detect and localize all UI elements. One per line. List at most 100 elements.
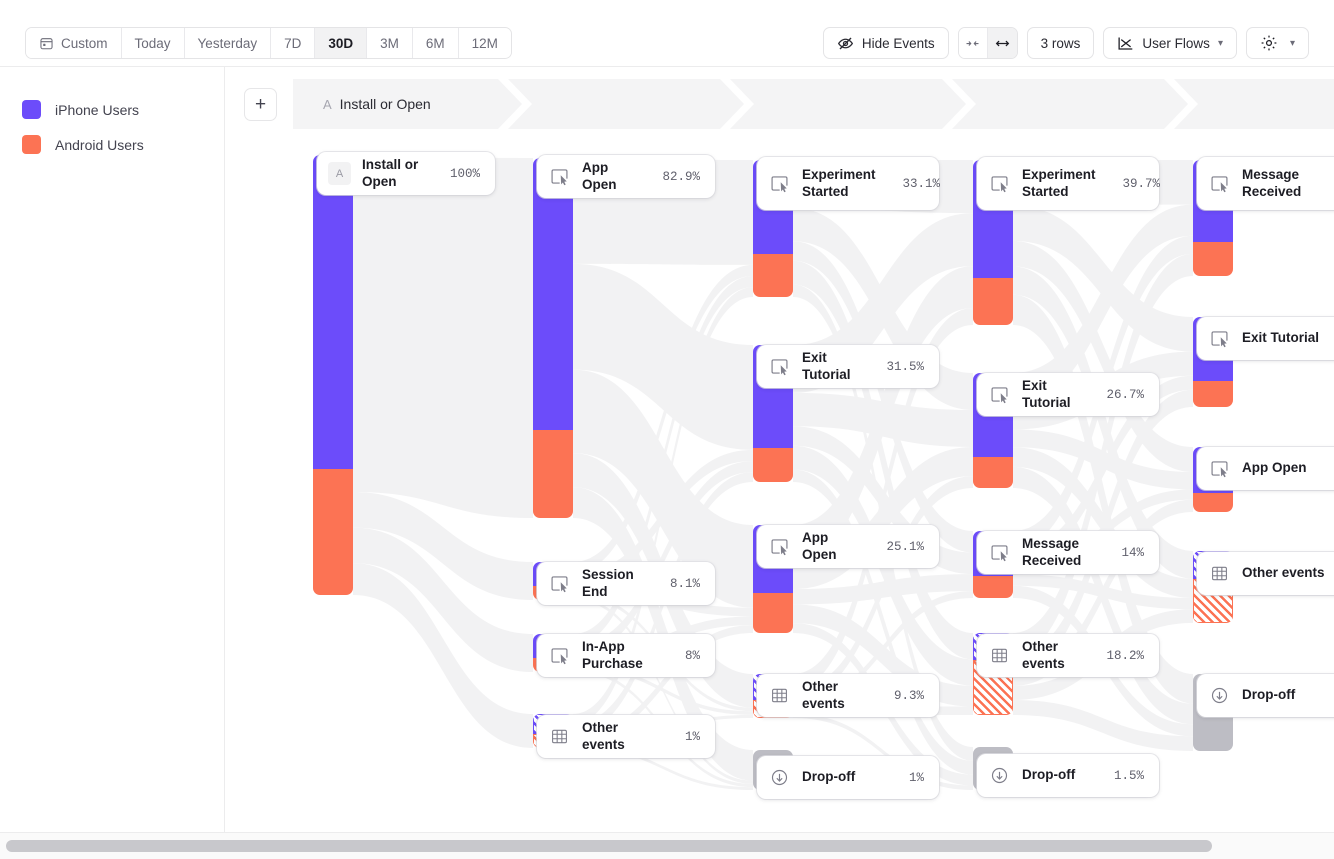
flow-ribbon (573, 263, 753, 450)
flow-node-card[interactable]: Experiment Started 39.7% (977, 157, 1161, 210)
legend-color-swatch (22, 100, 41, 119)
hide-events-button[interactable]: Hide Events (822, 27, 949, 59)
flow-node-label: Message Received (1242, 167, 1302, 199)
flow-node-card[interactable]: Exit Tutorial 26.7% (977, 373, 1159, 416)
flow-node-percentage: 39.7% (1122, 176, 1161, 191)
date-range-label: 7D (284, 35, 302, 51)
grid-icon (768, 684, 791, 707)
flow-ribbon (353, 155, 533, 518)
flow-ribbon (1013, 204, 1193, 405)
flow-ribbon (573, 745, 753, 790)
flow-node-card[interactable]: Exit Tutorial (1197, 317, 1334, 360)
legend-item-label: iPhone Users (55, 101, 140, 118)
rows-selector-button[interactable]: 3 rows (1026, 27, 1095, 59)
grid-icon (1208, 562, 1231, 585)
flow-node-card[interactable]: Message Received 14% (977, 531, 1159, 574)
scrollbar-thumb[interactable] (6, 840, 1212, 852)
letter-a-badge: A (328, 162, 351, 185)
collapse-horizontal-icon[interactable] (958, 28, 988, 58)
flow-node-card[interactable]: Drop-off (1197, 674, 1334, 717)
legend-item-iphone[interactable]: iPhone Users (22, 92, 144, 127)
flow-node-card[interactable]: Other events 18.2% (977, 634, 1159, 677)
breadcrumb-step-label: Install or Open (339, 96, 431, 112)
bar-segment-android (533, 430, 573, 518)
date-range-6m[interactable]: 6M (412, 28, 459, 58)
date-range-label: Yesterday (197, 35, 258, 51)
flow-ribbon (793, 591, 973, 707)
flow-node-card[interactable]: Other events 1% (537, 715, 715, 758)
flow-node-card[interactable]: Other events 9.3% (757, 674, 939, 717)
bar-segment-iphone (313, 155, 353, 469)
breadcrumb-step-1[interactable] (515, 79, 737, 129)
dropoff-icon (988, 764, 1011, 787)
flow-node-label: Exit Tutorial (802, 350, 851, 382)
flow-ribbon (573, 625, 753, 742)
flow-node-percentage: 26.7% (1106, 387, 1144, 402)
flow-node-label: Experiment Started (1022, 167, 1096, 199)
date-range-custom[interactable]: Custom (26, 28, 122, 58)
date-range-segmented-control[interactable]: Custom Today Yesterday 7D 30D 3M 6M 12M (25, 27, 512, 59)
hide-events-label: Hide Events (861, 35, 935, 51)
chevron-down-icon: ▾ (1289, 37, 1295, 49)
date-range-12m[interactable]: 12M (458, 28, 511, 58)
flow-ribbon (793, 266, 973, 563)
breadcrumb-step-2[interactable] (737, 79, 959, 129)
letter-a-badge: A (323, 96, 332, 112)
date-range-30d[interactable]: 30D (315, 28, 368, 58)
date-range-label: 12M (471, 35, 498, 51)
app-open-icon (768, 172, 791, 195)
breadcrumb-step-4[interactable] (1181, 79, 1334, 129)
bar-segment-android (1193, 493, 1233, 512)
legend-item-android[interactable]: Android Users (22, 127, 144, 162)
bar-segment-android (973, 278, 1013, 325)
calendar-icon (39, 36, 54, 51)
flow-node-label: Other events (1022, 639, 1065, 671)
width-toggle-group[interactable] (957, 27, 1018, 59)
rows-label: 3 rows (1040, 35, 1081, 51)
flow-node-label: In-App Purchase (582, 639, 643, 671)
app-open-icon (1208, 172, 1231, 195)
flow-ribbon (573, 487, 753, 781)
settings-button[interactable]: ▾ (1245, 27, 1309, 59)
flow-node-card[interactable]: A Install or Open 100% (317, 152, 495, 195)
flow-node-card[interactable]: Session End 8.1% (537, 562, 715, 605)
dropoff-icon (1208, 684, 1231, 707)
date-range-yesterday[interactable]: Yesterday (184, 28, 272, 58)
date-range-7d[interactable]: 7D (271, 28, 316, 58)
flow-node-card[interactable]: App Open 25.1% (757, 525, 939, 568)
breadcrumb-step-3[interactable] (959, 79, 1181, 129)
flow-node-card[interactable]: App Open 82.9% (537, 155, 715, 198)
bar-segment-android (313, 469, 353, 595)
gear-icon (1260, 34, 1278, 52)
horizontal-scrollbar[interactable] (0, 832, 1334, 859)
add-segment-button[interactable]: + (244, 88, 277, 121)
app-open-icon (548, 572, 571, 595)
flow-node-card[interactable]: Experiment Started 33.1% (757, 157, 940, 210)
flow-ribbon (793, 307, 973, 690)
flow-node-card[interactable]: Exit Tutorial 31.5% (757, 345, 939, 388)
flow-node-card[interactable]: Drop-off 1% (757, 756, 939, 799)
flow-node-card[interactable]: Message Received (1197, 157, 1334, 210)
view-type-selector[interactable]: User Flows ▾ (1103, 27, 1237, 59)
flow-node-percentage: 8.1% (669, 576, 700, 591)
flow-node-card[interactable]: App Open (1197, 447, 1334, 490)
top-toolbar: Custom Today Yesterday 7D 30D 3M 6M 12M Hide Ev… (0, 0, 1334, 67)
view-type-label: User Flows (1142, 35, 1210, 51)
date-range-label: 3M (380, 35, 399, 51)
flow-node-label: Other events (582, 720, 625, 752)
breadcrumb-step-0[interactable]: A Install or Open (293, 79, 515, 129)
flow-node-label: Experiment Started (802, 167, 876, 199)
expand-horizontal-icon[interactable] (987, 28, 1017, 58)
flow-bar[interactable] (313, 155, 353, 595)
app-open-icon (988, 541, 1011, 564)
date-range-3m[interactable]: 3M (367, 28, 413, 58)
toolbar-actions: Hide Events 3 rows (822, 27, 1309, 59)
breadcrumb-separator-icon (942, 79, 976, 129)
flow-node-card[interactable]: Other events (1197, 552, 1334, 595)
flow-node-card[interactable]: Drop-off 1.5% (977, 754, 1159, 797)
flow-canvas: A Install or Open A Install or Open 100% App… (225, 67, 1334, 832)
flow-node-card[interactable]: In-App Purchase 8% (537, 634, 715, 677)
dropoff-icon (768, 766, 791, 789)
flow-bar[interactable] (533, 158, 573, 518)
date-range-today[interactable]: Today (121, 28, 185, 58)
